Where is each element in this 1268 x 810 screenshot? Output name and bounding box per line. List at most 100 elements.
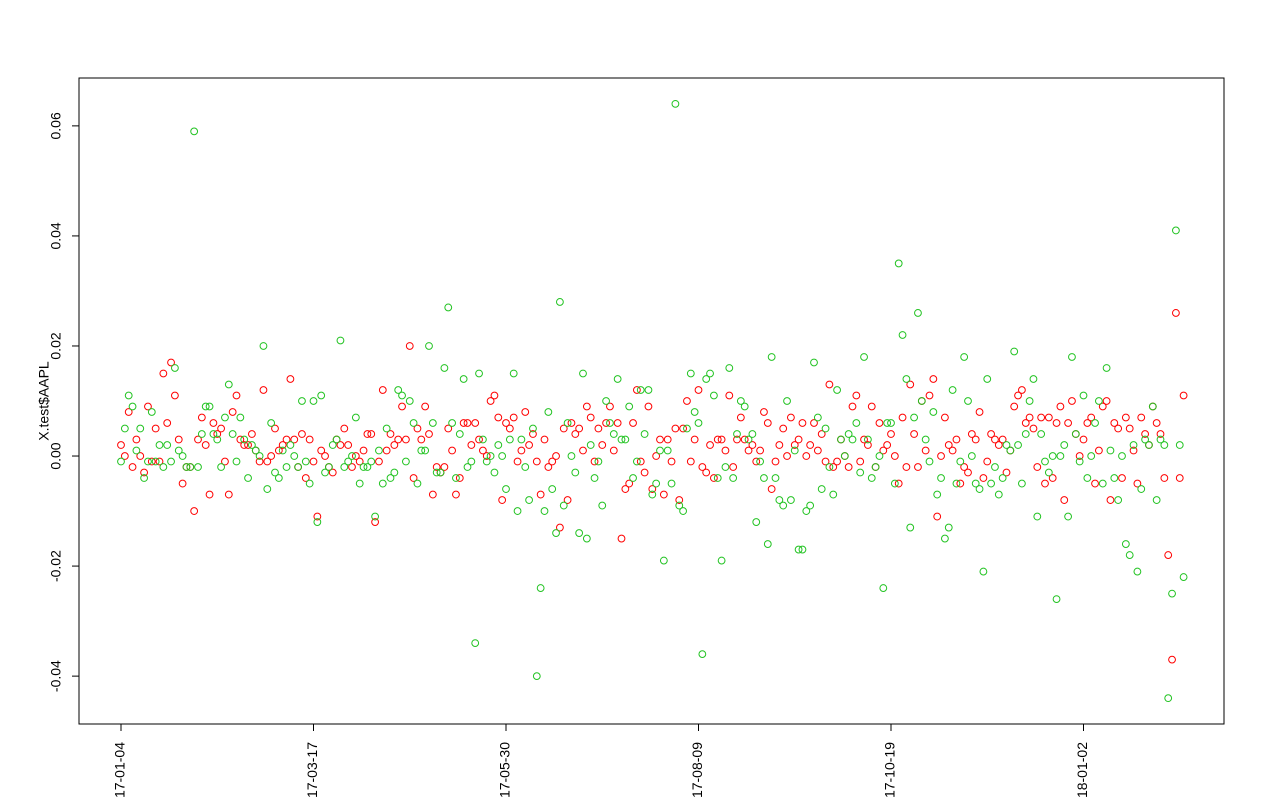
point xyxy=(436,468,445,477)
point xyxy=(652,479,661,488)
point xyxy=(221,457,229,466)
point xyxy=(864,435,872,444)
point xyxy=(937,452,945,460)
point xyxy=(617,435,626,444)
point xyxy=(394,435,403,444)
point xyxy=(556,298,564,306)
point xyxy=(671,424,680,433)
point xyxy=(783,452,791,460)
point xyxy=(544,408,553,416)
point xyxy=(856,468,865,477)
y-tick-label: 0.02 xyxy=(48,332,64,359)
point xyxy=(683,424,691,433)
point xyxy=(925,457,934,466)
point xyxy=(525,496,533,504)
point xyxy=(328,468,337,477)
plot-frame xyxy=(78,77,1225,725)
point xyxy=(498,496,507,504)
point xyxy=(163,419,172,427)
point xyxy=(359,463,368,471)
point xyxy=(713,474,722,482)
point xyxy=(321,452,329,460)
point xyxy=(1152,496,1161,504)
point xyxy=(140,468,149,477)
point xyxy=(937,474,945,482)
point xyxy=(209,430,218,438)
point xyxy=(417,446,426,455)
point xyxy=(348,463,356,471)
point xyxy=(571,430,580,438)
point xyxy=(898,331,907,339)
point xyxy=(498,452,507,460)
point xyxy=(1121,540,1130,548)
point xyxy=(321,468,329,477)
point xyxy=(240,441,249,449)
point xyxy=(817,430,826,438)
point xyxy=(147,408,156,416)
point xyxy=(967,430,976,438)
point xyxy=(994,441,1003,449)
point xyxy=(536,490,545,499)
point xyxy=(941,534,949,543)
point xyxy=(128,402,137,411)
point xyxy=(794,435,803,444)
point xyxy=(413,424,422,433)
point xyxy=(609,430,618,438)
point xyxy=(806,441,815,449)
point xyxy=(906,380,915,389)
point xyxy=(717,435,726,444)
point xyxy=(171,391,179,400)
point xyxy=(459,375,468,383)
point xyxy=(590,474,599,482)
point xyxy=(221,413,229,422)
point xyxy=(147,457,156,466)
point xyxy=(1018,386,1026,394)
point xyxy=(779,424,788,433)
point xyxy=(309,457,318,466)
point xyxy=(960,353,969,361)
point xyxy=(402,435,410,444)
point xyxy=(948,386,957,394)
point xyxy=(794,545,803,554)
point xyxy=(606,419,614,427)
point xyxy=(513,507,522,515)
point xyxy=(767,485,776,493)
point xyxy=(278,441,287,449)
point xyxy=(421,446,430,455)
point xyxy=(902,375,911,383)
point xyxy=(432,463,441,471)
point xyxy=(825,380,834,389)
point xyxy=(860,435,868,444)
point xyxy=(325,463,333,471)
point xyxy=(336,336,345,345)
point xyxy=(1106,496,1115,504)
point xyxy=(467,441,476,449)
point xyxy=(309,397,318,405)
point xyxy=(1079,391,1088,400)
point xyxy=(914,309,922,317)
point xyxy=(155,457,164,466)
point xyxy=(1121,413,1130,422)
point xyxy=(398,402,406,411)
x-tick-label: 17-08-09 xyxy=(689,742,705,798)
point xyxy=(971,479,980,488)
point xyxy=(956,479,965,488)
point xyxy=(975,408,984,416)
point xyxy=(925,391,934,400)
point xyxy=(479,446,487,455)
point xyxy=(274,474,283,482)
point xyxy=(710,391,718,400)
point xyxy=(567,419,576,427)
point xyxy=(548,485,557,493)
point xyxy=(120,452,129,460)
point xyxy=(856,457,865,466)
point xyxy=(1021,430,1030,438)
point xyxy=(844,430,853,438)
point xyxy=(960,463,969,471)
point xyxy=(1018,479,1026,488)
point xyxy=(748,441,757,449)
point xyxy=(667,457,676,466)
point xyxy=(1071,430,1080,438)
point xyxy=(1021,419,1030,427)
point xyxy=(486,397,495,405)
